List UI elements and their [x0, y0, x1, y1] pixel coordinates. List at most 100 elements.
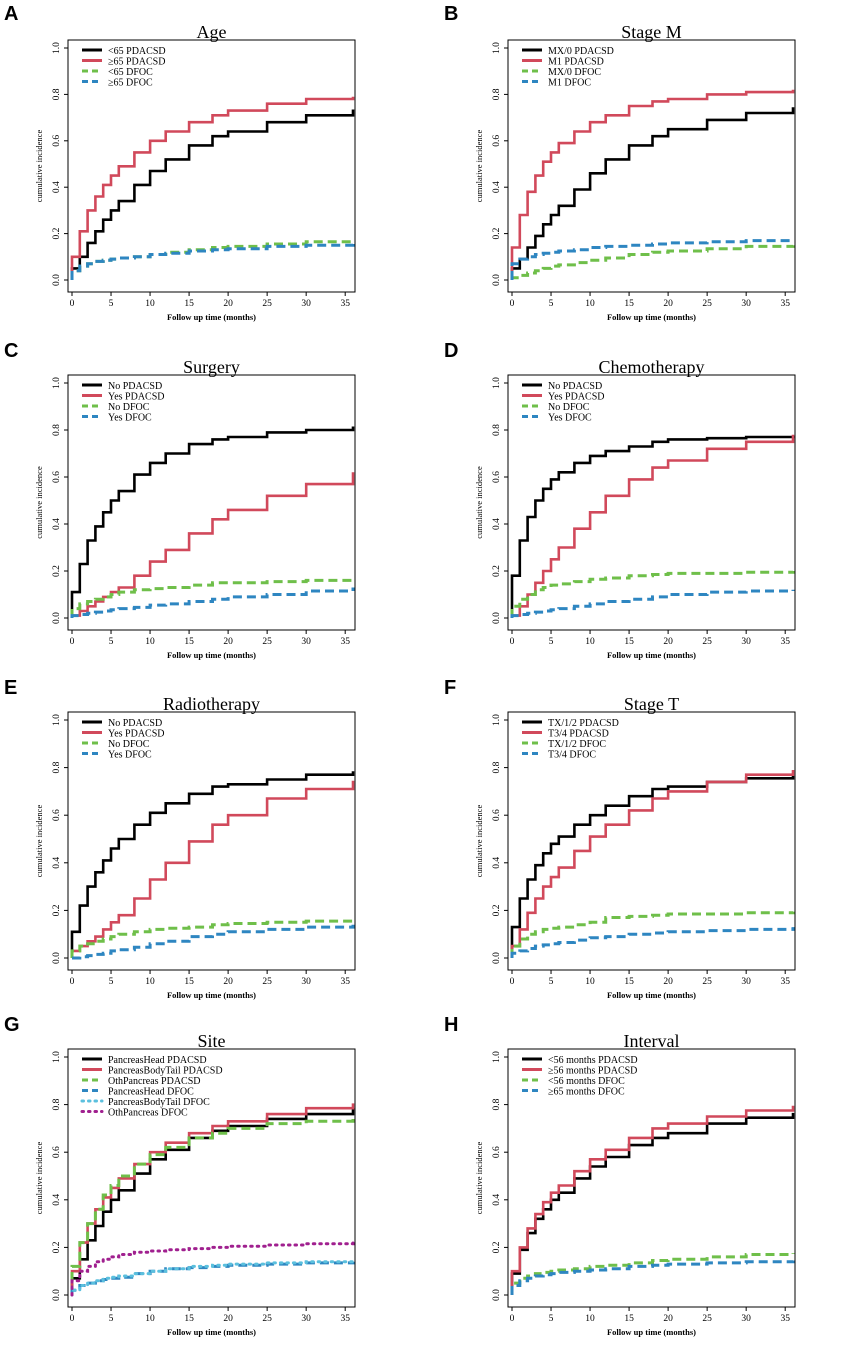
plot-frame	[507, 374, 796, 631]
x-tick-label: 25	[702, 1314, 712, 1324]
legend-label: M1 PDACSD	[548, 57, 604, 68]
x-tick-label: 15	[184, 977, 194, 987]
x-tick-label: 15	[184, 637, 194, 647]
x-tick-label: 5	[109, 637, 114, 647]
series-line-1	[510, 775, 795, 958]
x-tick-label: 0	[510, 1314, 515, 1324]
y-tick-label: 1.0	[492, 377, 502, 389]
x-tick-label: 20	[223, 1314, 233, 1324]
y-tick-label: 0.8	[52, 1098, 62, 1110]
panel-title: Surgery	[183, 357, 240, 377]
series-line-3	[510, 911, 795, 958]
plot-frame	[67, 1048, 356, 1308]
series-line-4	[72, 924, 355, 960]
x-tick-label: 25	[262, 1314, 272, 1324]
y-tick-label: 0.0	[52, 612, 62, 624]
panel-title: Age	[197, 22, 227, 42]
series-line-1	[70, 109, 355, 280]
panel-g: G Site 0.0 0.2 0.4 0.6 0.8 1.0 0 5 10 15 20 25 30 35 Fol…	[4, 1014, 356, 1337]
legend-label: No PDACSD	[548, 381, 602, 392]
y-tick-label: 0.6	[52, 135, 62, 147]
y-tick-label: 1.0	[52, 714, 62, 726]
series-line-1	[510, 1112, 795, 1295]
panel-letter: E	[4, 677, 17, 699]
y-axis-label: cumulative incidence	[474, 1142, 484, 1215]
y-tick-label: 0.0	[492, 274, 502, 286]
x-axis-label: Follow up time (months)	[167, 650, 256, 660]
legend-label: TX/1/2 PDACSD	[548, 718, 619, 729]
y-tick-label: 0.0	[52, 1289, 62, 1301]
x-axis-label: Follow up time (months)	[607, 650, 696, 660]
x-tick-label: 15	[624, 977, 634, 987]
plot-frame	[507, 711, 796, 971]
x-tick-label: 25	[262, 299, 272, 309]
x-tick-label: 20	[663, 299, 673, 309]
panel-letter: B	[444, 3, 458, 25]
y-tick-label: 0.4	[52, 518, 62, 530]
series-line-5	[70, 1259, 355, 1297]
y-axis-label: cumulative incidence	[474, 805, 484, 878]
x-tick-label: 15	[624, 1314, 634, 1324]
panel-title: Interval	[624, 1031, 680, 1051]
panel-title: Stage M	[621, 22, 682, 42]
y-tick-label: 1.0	[52, 42, 62, 54]
y-axis-label: cumulative incidence	[34, 466, 44, 539]
x-tick-label: 0	[70, 299, 75, 309]
y-axis-label: cumulative incidence	[34, 130, 44, 203]
x-axis-label: Follow up time (months)	[167, 1327, 256, 1337]
x-tick-label: 15	[624, 299, 634, 309]
x-tick-label: 25	[702, 299, 712, 309]
x-tick-label: 35	[780, 977, 790, 987]
panel-title: Radiotherapy	[163, 694, 260, 714]
legend-label: <65 DFOC	[108, 67, 153, 78]
legend: <65 PDACSD≥65 PDACSD<65 DFOC≥65 DFOC	[82, 46, 166, 89]
series-line-3	[510, 244, 795, 280]
y-tick-label: 0.0	[52, 952, 62, 964]
legend-label: ≥65 PDACSD	[108, 57, 165, 68]
y-tick-label: 0.4	[492, 857, 502, 869]
panel-letter: A	[4, 3, 18, 25]
series-line-2	[510, 434, 795, 618]
legend-label: No DFOC	[548, 402, 590, 413]
x-tick-label: 5	[109, 299, 114, 309]
panel-letter: H	[444, 1014, 458, 1036]
x-tick-label: 25	[702, 637, 712, 647]
y-tick-label: 0.8	[492, 424, 502, 436]
series-line-3	[510, 570, 795, 618]
series-line-1	[70, 426, 355, 618]
legend-label: No DFOC	[108, 402, 150, 413]
y-tick-label: 0.2	[52, 227, 62, 239]
legend-label: <56 months DFOC	[548, 1076, 625, 1087]
x-tick-label: 35	[340, 977, 350, 987]
x-tick-label: 35	[340, 299, 350, 309]
legend-label: TX/1/2 DFOC	[548, 739, 606, 750]
legend-label: Yes PDACSD	[548, 392, 605, 403]
x-tick-label: 35	[340, 1314, 350, 1324]
y-axis-label: cumulative incidence	[34, 1142, 44, 1215]
y-tick-label: 0.6	[492, 135, 502, 147]
series-line-3	[70, 1118, 355, 1295]
y-tick-label: 0.8	[492, 761, 502, 773]
x-axis-label: Follow up time (months)	[167, 312, 256, 322]
legend-label: No PDACSD	[108, 718, 162, 729]
series-line-2	[70, 780, 355, 958]
x-tick-label: 5	[109, 1314, 114, 1324]
y-tick-label: 0.6	[52, 1146, 62, 1158]
legend-label: PancreasHead DFOC	[108, 1087, 194, 1098]
panel-b: B Stage M 0.0 0.2 0.4 0.6 0.8 1.0 0 5 10 15 20 25 30 35…	[444, 3, 796, 322]
x-axis-label: Follow up time (months)	[167, 990, 256, 1000]
series-line-2	[70, 472, 355, 618]
series-line-4	[510, 239, 793, 280]
legend: <56 months PDACSD≥56 months PDACSD<56 mo…	[522, 1055, 638, 1098]
x-tick-label: 20	[663, 1314, 673, 1324]
panel-letter: D	[444, 340, 458, 362]
x-tick-label: 35	[780, 299, 790, 309]
x-tick-label: 25	[262, 637, 272, 647]
series-line-4	[70, 243, 355, 280]
series-line-2	[70, 96, 355, 280]
x-tick-label: 10	[585, 1314, 595, 1324]
